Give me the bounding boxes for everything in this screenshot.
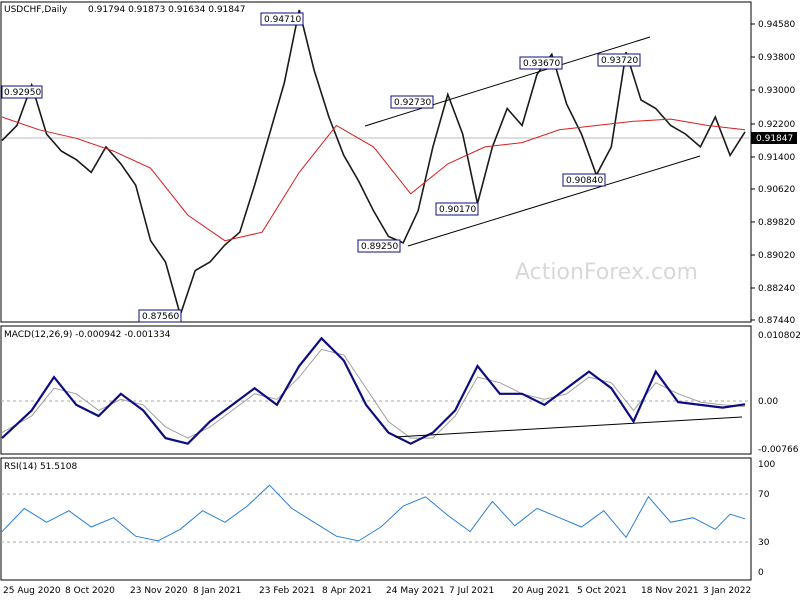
macd-trendline	[394, 416, 743, 438]
rsi-panel-frame	[0, 457, 752, 581]
price-y-tick: 0.93800	[758, 53, 795, 63]
svg-text:0.93670: 0.93670	[523, 59, 560, 69]
annotation-0.89250: 0.89250	[357, 239, 401, 253]
annotation-0.93720: 0.93720	[597, 53, 641, 67]
annotation-0.94710: 0.94710	[260, 12, 304, 26]
rsi-panel-title: RSI(14) 51.5108	[4, 462, 77, 472]
x-axis: 25 Aug 2020 8 Oct 2020 23 Nov 2020 8 Jan…	[3, 586, 751, 596]
svg-text:0.94710: 0.94710	[264, 15, 301, 25]
x-tick: 18 Nov 2021	[641, 586, 699, 596]
x-tick: 8 Oct 2020	[65, 586, 115, 596]
svg-text:0.92730: 0.92730	[394, 98, 431, 108]
annotation-0.92950: 0.92950	[1, 85, 43, 99]
macd-panel-frame	[0, 325, 752, 455]
macd-y-tick: 0.010802	[758, 331, 800, 341]
price-y-tick: 0.93000	[758, 86, 795, 96]
annotation-0.93670: 0.93670	[519, 56, 563, 70]
x-tick: 23 Nov 2020	[130, 586, 188, 596]
x-tick: 24 May 2021	[386, 586, 445, 596]
svg-text:0.90170: 0.90170	[439, 205, 476, 215]
rsi-line	[1, 484, 746, 542]
price-y-tick: 0.89820	[758, 218, 795, 228]
x-tick: 8 Apr 2021	[322, 586, 372, 596]
x-tick: 7 Jul 2021	[449, 586, 494, 596]
price-ohlc: 0.91794 0.91873 0.91634 0.91847	[88, 5, 245, 15]
rsi-y-axis: 100 70 30 0	[758, 460, 775, 578]
x-tick: 20 Aug 2021	[512, 586, 570, 596]
rsi-y-tick: 70	[758, 490, 770, 500]
channel-lower-line	[407, 155, 701, 247]
annotation-0.90170: 0.90170	[435, 202, 479, 216]
price-panel-title: USDCHF,Daily	[4, 5, 68, 15]
macd-y-tick: -0.00766	[758, 445, 799, 455]
svg-text:0.92950: 0.92950	[4, 88, 41, 98]
svg-text:0.93720: 0.93720	[601, 56, 638, 66]
macd-series-layer	[1, 336, 746, 445]
macd-y-tick: 0.00	[758, 397, 778, 407]
rsi-y-tick: 0	[758, 568, 764, 578]
annotation-0.92730: 0.92730	[390, 95, 434, 109]
price-series-layer	[1, 9, 746, 318]
price-y-tick: 0.91400	[758, 153, 795, 163]
price-y-tick: 0.92200	[758, 120, 795, 130]
price-y-tick: 0.87440	[758, 316, 795, 326]
price-y-tick: 0.89020	[758, 251, 795, 261]
watermark: ActionForex.com	[515, 260, 698, 285]
x-tick: 3 Jan 2022	[703, 586, 751, 596]
price-y-tick: 0.94580	[758, 20, 795, 30]
rsi-y-tick: 30	[758, 538, 770, 548]
rsi-y-tick: 100	[758, 460, 775, 470]
annotation-0.87560: 0.87560	[138, 309, 182, 323]
svg-text:0.89250: 0.89250	[361, 242, 398, 252]
price-line	[1, 9, 746, 318]
current-price-marker: 0.91847	[751, 132, 797, 144]
rsi-series-layer	[1, 484, 746, 542]
price-y-axis: 0.94580 0.93800 0.93000 0.92200 0.91400 …	[751, 20, 795, 326]
svg-text:0.90840: 0.90840	[566, 176, 603, 186]
x-tick: 5 Oct 2021	[577, 586, 627, 596]
svg-text:0.91847: 0.91847	[756, 134, 793, 144]
x-tick: 25 Aug 2020	[3, 586, 61, 596]
price-y-tick: 0.88240	[758, 284, 795, 294]
macd-panel-title: MACD(12,26,9) -0.000942 -0.001334	[4, 330, 171, 340]
svg-text:0.87560: 0.87560	[142, 312, 179, 322]
moving-average-line	[1, 116, 746, 242]
channel-upper-line	[364, 36, 651, 127]
price-y-tick: 0.90620	[758, 185, 795, 195]
x-tick: 23 Feb 2021	[259, 586, 315, 596]
macd-y-axis: 0.010802 0.00 -0.00766	[758, 331, 800, 455]
x-tick: 8 Jan 2021	[193, 586, 241, 596]
annotation-0.90840: 0.90840	[562, 173, 606, 187]
macd-line	[1, 336, 746, 445]
